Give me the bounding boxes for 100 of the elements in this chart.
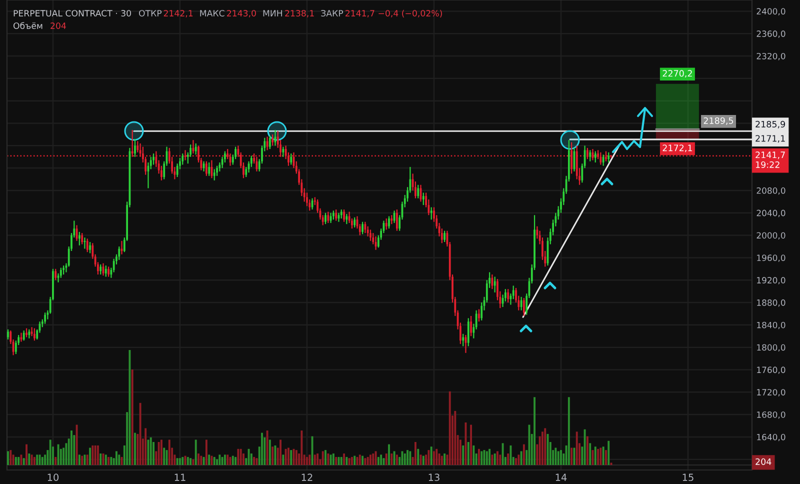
x-tick-label: 14 (556, 474, 567, 481)
annotation: ОТКР (138, 10, 162, 16)
candlestick (34, 328, 36, 342)
candlestick (470, 315, 472, 337)
data-label: 2172,1 (662, 144, 692, 152)
candlestick (205, 160, 208, 176)
y-tick-label: 2400,0 (756, 8, 786, 16)
candlestick (364, 221, 366, 234)
text: 204 (756, 458, 772, 465)
x-tick-label: 13 (428, 474, 440, 481)
data-label: 2270,2 (662, 70, 692, 78)
annotation: 2141,7 −0,4 (−0,02%) (346, 10, 442, 18)
candlestick (30, 326, 33, 337)
data-label: 2185,9 (756, 120, 785, 128)
candlestick (213, 168, 216, 181)
y-tick-label: 1920,0 (757, 277, 786, 284)
candlestick (194, 142, 197, 156)
candlestick (324, 212, 326, 225)
candlestick (182, 152, 184, 166)
annotation: 204 (50, 22, 66, 29)
data-label: 2189,5 (704, 117, 734, 125)
candlestick (26, 328, 28, 338)
y-tick-label: 1760,0 (757, 366, 786, 374)
annotation: 2138,1 (285, 10, 314, 18)
candlestick (272, 134, 274, 146)
candlestick (136, 140, 139, 153)
chart-title: Объём (13, 22, 42, 29)
candlestick (462, 333, 464, 347)
candlestick (118, 246, 120, 260)
candlestick (507, 288, 510, 304)
y-tick-label: 2000,0 (756, 232, 786, 240)
candlestick (290, 152, 292, 166)
candlestick (343, 208, 345, 222)
candlestick (78, 231, 80, 246)
y-tick-label: 2040,0 (756, 210, 786, 218)
candlestick (417, 184, 420, 199)
candlestick (104, 264, 107, 278)
candlestick (600, 152, 602, 166)
candlestick (208, 162, 210, 176)
candlestick (366, 226, 369, 237)
annotation: 2142,1 (164, 10, 193, 18)
y-tick-label: 2080,0 (756, 187, 786, 195)
data-label: 2171,1 (756, 135, 785, 143)
candlestick (608, 152, 610, 164)
candlestick (216, 165, 218, 176)
candlestick (422, 192, 424, 206)
candlestick (282, 146, 284, 158)
candlestick (152, 152, 154, 166)
ref-line-label: 2141,7 19:22 (756, 152, 785, 168)
candlestick (594, 150, 596, 164)
annotation: МИН (263, 10, 282, 16)
x-tick-label: 10 (48, 474, 59, 481)
text: PERPETUAL CONTRACT · 30 (14, 10, 131, 16)
y-tick-label: 2320,0 (756, 52, 786, 60)
candlestick (89, 241, 91, 254)
candlestick (327, 211, 330, 224)
candlestick (268, 135, 271, 150)
candlestick (306, 192, 308, 207)
candlestick (60, 267, 62, 278)
candlestick (494, 276, 496, 293)
candlestick (586, 147, 588, 160)
candlestick (108, 266, 110, 278)
candlestick (22, 330, 25, 342)
y-tick-label: 2360,0 (756, 30, 786, 38)
y-tick-label: 1880,0 (757, 299, 786, 307)
y-tick-label: 1680,0 (757, 411, 786, 419)
candlestick (100, 264, 102, 276)
candlestick (602, 154, 604, 166)
y-tick-label: 1840,0 (757, 322, 786, 330)
candlestick (346, 213, 348, 225)
candlestick (385, 218, 388, 230)
candlestick (370, 229, 372, 242)
candlestick (444, 230, 446, 243)
candlestick (396, 208, 398, 232)
candlestick (44, 312, 46, 324)
annotation: ЗАКР (321, 10, 344, 16)
x-tick-label: 11 (174, 474, 186, 481)
y-tick-label: 1800,0 (757, 344, 786, 352)
candlestick (467, 318, 470, 347)
candlestick (54, 268, 57, 281)
candlestick (430, 206, 432, 220)
candlestick (589, 150, 592, 162)
candlestick (522, 297, 525, 317)
candlestick (86, 238, 88, 253)
y-tick-label: 1960,0 (757, 254, 786, 262)
candlestick (362, 221, 364, 235)
candlestick (81, 232, 84, 245)
candlestick (478, 308, 480, 322)
candlestick (388, 216, 390, 230)
annotation: 2143,0 (227, 10, 256, 18)
x-tick-label: 12 (302, 474, 312, 481)
candlestick (354, 216, 356, 228)
x-tick-label: 15 (682, 474, 694, 481)
candlestick (491, 274, 494, 290)
y-tick-label: 1640,0 (757, 434, 786, 442)
candlestick (335, 208, 338, 222)
y-tick-label: 1720,0 (757, 389, 786, 396)
candlestick (7, 328, 9, 340)
annotation: МАКС (200, 10, 224, 16)
candlestick (134, 138, 136, 158)
